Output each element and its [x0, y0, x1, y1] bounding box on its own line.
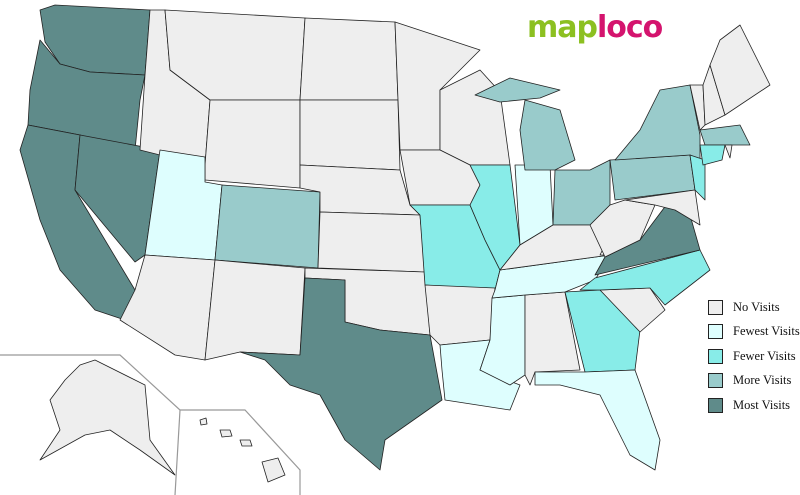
- legend-swatch: [708, 373, 723, 389]
- state-hawaii-island[interactable]: [261, 457, 286, 483]
- state-north-dakota[interactable]: [299, 17, 399, 101]
- state-hawaii[interactable]: [199, 417, 286, 483]
- state-hawaii-island[interactable]: [219, 429, 233, 438]
- state-michigan-upper[interactable]: [474, 77, 561, 103]
- legend-item-no-visits: No Visits: [708, 295, 800, 320]
- legend-item-more-visits: More Visits: [708, 369, 800, 394]
- state-texas[interactable]: [239, 277, 443, 471]
- state-massachusetts[interactable]: [699, 124, 751, 146]
- state-maine[interactable]: [709, 24, 771, 116]
- legend-item-fewest-visits: Fewest Visits: [708, 320, 800, 345]
- legend-item-most-visits: Most Visits: [708, 393, 800, 418]
- legend-swatch: [708, 299, 723, 315]
- state-alaska[interactable]: [39, 359, 176, 476]
- state-new-york[interactable]: [614, 84, 701, 161]
- state-hawaii-island[interactable]: [239, 439, 253, 447]
- state-maryland-delaware[interactable]: [624, 189, 701, 226]
- state-arizona[interactable]: [119, 254, 216, 361]
- state-wyoming[interactable]: [204, 99, 301, 189]
- state-new-jersey[interactable]: [689, 154, 706, 201]
- state-rhode-island[interactable]: [724, 144, 733, 159]
- legend-item-fewer-visits: Fewer Visits: [708, 344, 800, 369]
- state-oregon[interactable]: [27, 39, 146, 151]
- legend-swatch: [708, 348, 723, 364]
- maploco-logo: maploco: [527, 10, 663, 45]
- state-michigan[interactable]: [519, 99, 576, 171]
- state-hawaii-island[interactable]: [199, 417, 208, 426]
- state-colorado[interactable]: [214, 184, 321, 269]
- state-florida[interactable]: [534, 369, 661, 471]
- state-north-carolina[interactable]: [579, 249, 711, 306]
- hawaii-inset-border: [180, 409, 301, 495]
- state-arkansas[interactable]: [424, 284, 496, 346]
- alaska-inset-border: [0, 354, 181, 495]
- state-kansas[interactable]: [317, 211, 426, 273]
- state-new-mexico[interactable]: [204, 259, 306, 361]
- state-illinois[interactable]: [469, 164, 521, 271]
- state-south-dakota[interactable]: [299, 99, 401, 171]
- inset-borders: [0, 354, 301, 495]
- map-legend: No Visits Fewest Visits Fewer Visits Mor…: [708, 295, 800, 418]
- state-connecticut[interactable]: [699, 144, 726, 166]
- legend-swatch: [708, 324, 723, 340]
- legend-swatch: [708, 397, 723, 413]
